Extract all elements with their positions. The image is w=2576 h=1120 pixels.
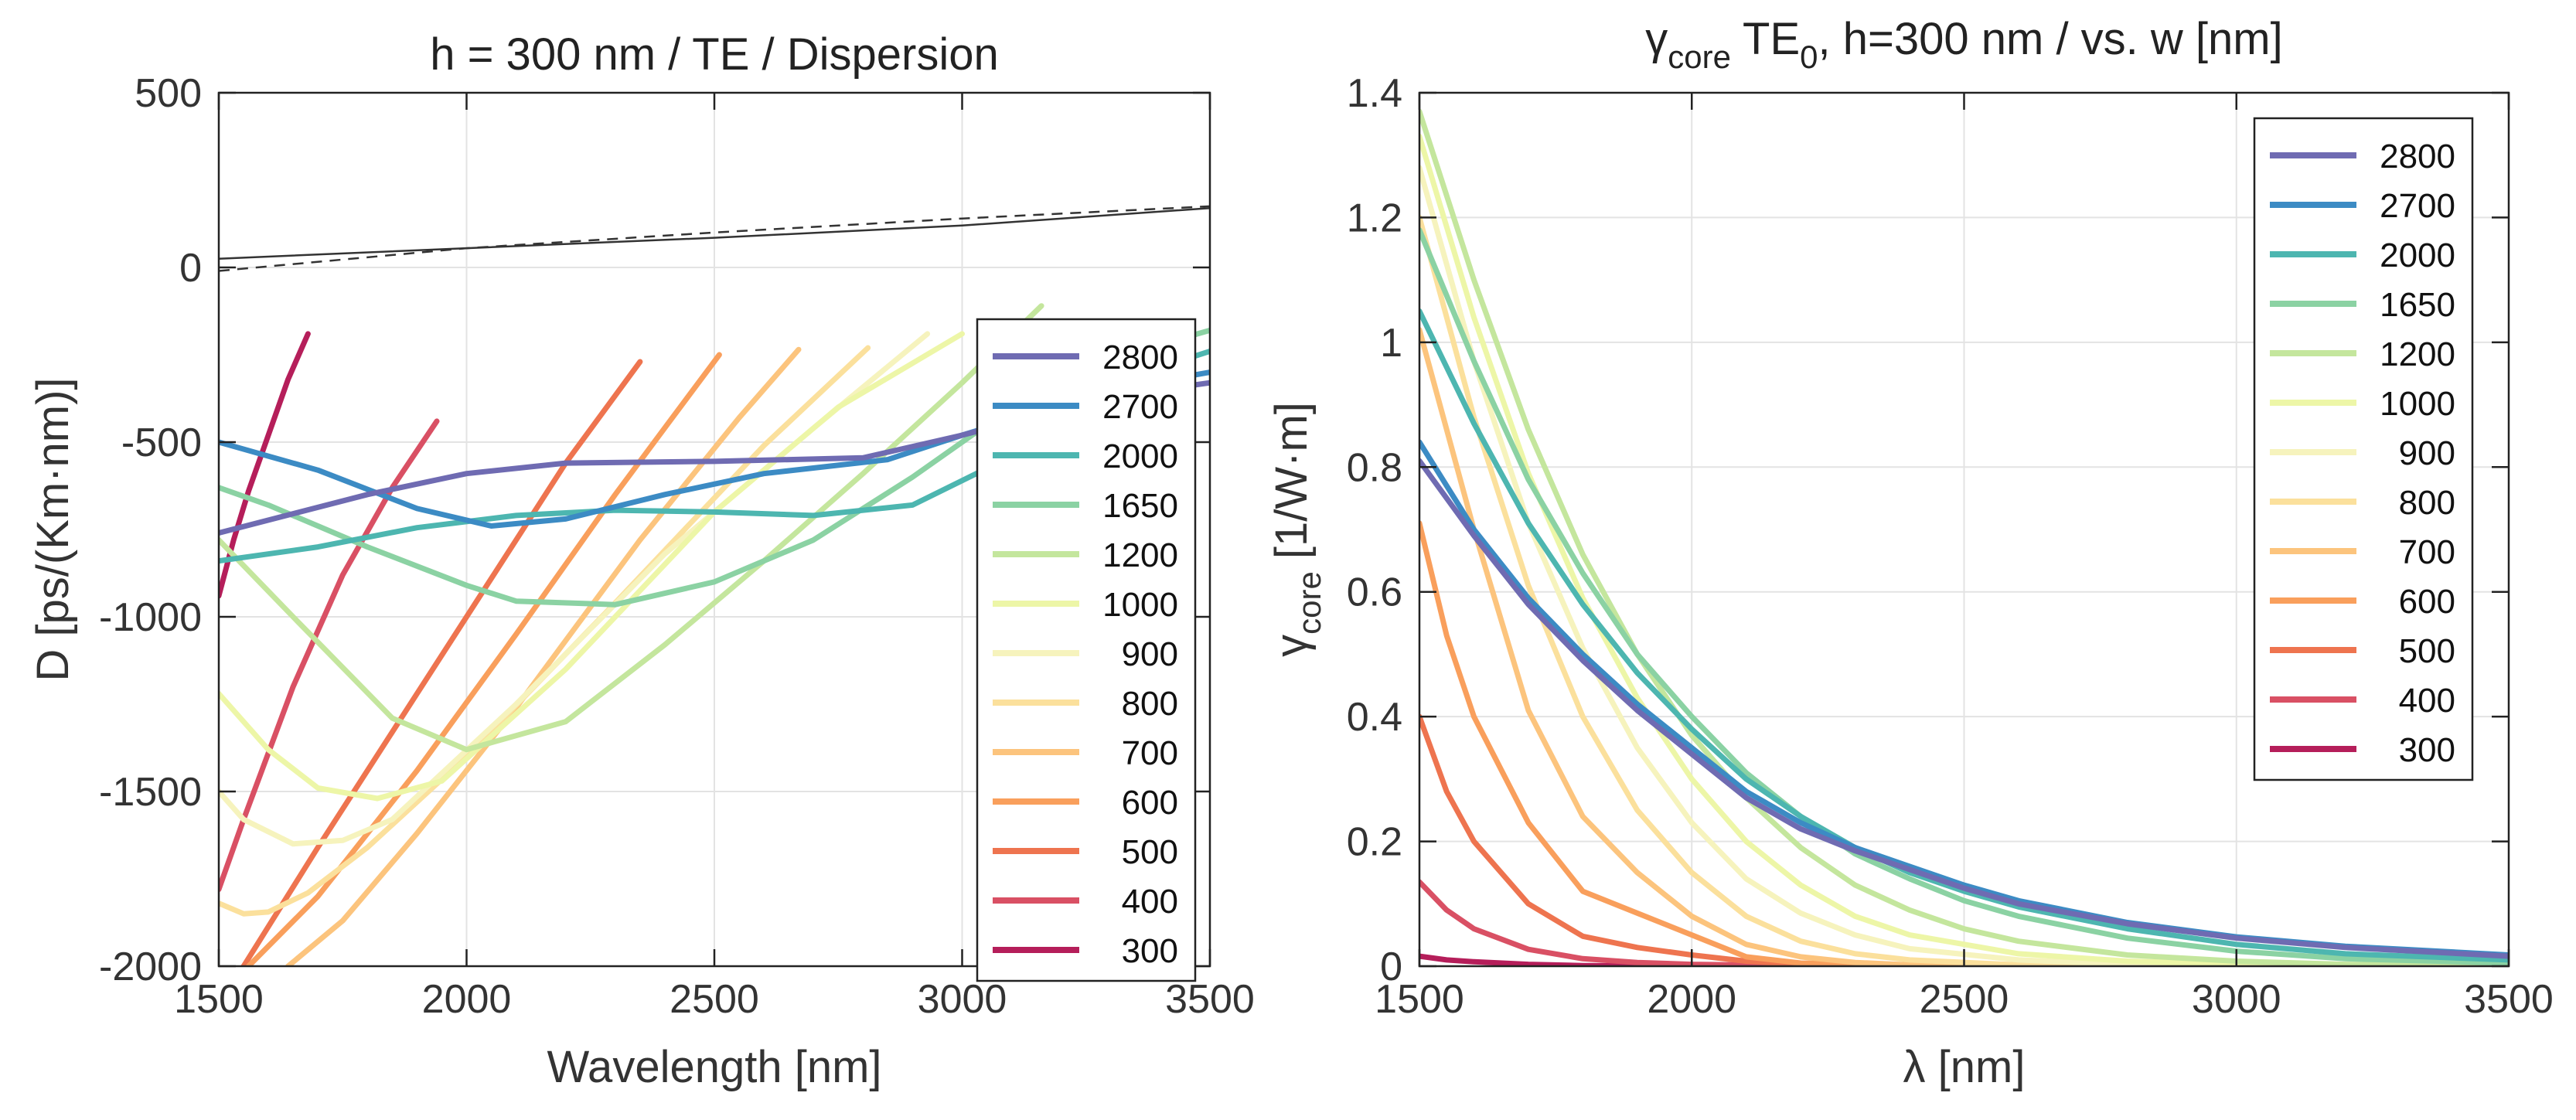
x-tick-label: 2000	[1647, 977, 1736, 1022]
y-axis-label: γcore [1/W·m]	[1266, 402, 1327, 657]
y-tick-label: 0.4	[1347, 695, 1402, 740]
gamma-chart: 1500 2000 2500 3000 35001.41.210.80.60.40.20…	[1266, 14, 2554, 1092]
x-tick-label: 3500	[2464, 977, 2554, 1022]
y-label-part-ylabel_sub: core	[1291, 571, 1327, 635]
dispersion-chart: 1500 2000 2500 3000 3500 500 0 -500 -1000 -1500 -2…	[28, 29, 1255, 1092]
legend: 2800 2700 2000 1650 1200 1000 900 800 700 600 500 4…	[976, 318, 1197, 982]
title-part-title_rest: , h=300 nm / vs. w [nm]	[1818, 14, 2283, 64]
legend-label-1000: 1000	[2380, 385, 2455, 423]
legend-label-2800: 2800	[1102, 339, 1178, 376]
series-line-400	[219, 418, 440, 893]
legend-label-400: 400	[1122, 883, 1178, 921]
title-part-title_sub1: core	[1668, 39, 1731, 75]
legend-label-900: 900	[2399, 434, 2455, 472]
series-line-2000	[1419, 308, 2509, 963]
x-tick-label: 1500	[1375, 977, 1464, 1022]
series-line-1000	[219, 331, 965, 802]
y-tick-label: 1	[1380, 321, 1402, 366]
legend-label-2700: 2700	[1102, 388, 1178, 426]
legend-label-700: 700	[2399, 533, 2455, 571]
y-tick-label: 1.2	[1347, 196, 1402, 240]
x-tick-label: 3000	[918, 977, 1007, 1022]
y-label-part-ylabel_base: γ	[1266, 635, 1317, 657]
x-tick-label: 1500	[174, 977, 264, 1022]
legend-label-400: 400	[2399, 682, 2455, 720]
x-tick-label: 2500	[670, 977, 759, 1022]
chart-title: γcore TE0, h=300 nm / vs. w [nm]	[1645, 14, 2282, 75]
legend-label-600: 600	[1122, 784, 1178, 822]
y-tick-label: -500	[121, 420, 202, 465]
y-tick-label: 500	[135, 71, 202, 116]
y-tick-label: -1500	[99, 770, 202, 815]
legend-label-300: 300	[1122, 932, 1178, 970]
reference-line-solid	[219, 206, 1210, 260]
legend-label-800: 800	[1122, 685, 1178, 723]
legend-label-2700: 2700	[2380, 187, 2455, 225]
x-tick-label: 2000	[422, 977, 512, 1022]
legend-label-2000: 2000	[2380, 237, 2455, 274]
legend-label-600: 600	[2399, 583, 2455, 621]
series-line-600	[246, 352, 722, 966]
y-tick-label: 0	[179, 246, 202, 291]
legend-label-2000: 2000	[1102, 437, 1178, 475]
x-axis-label: Wavelength [nm]	[547, 1042, 881, 1092]
legend: 2800 2700 2000 1650 1200 1000 900 800 700 600 500 4…	[2253, 117, 2474, 781]
y-tick-label: 0.2	[1347, 820, 1402, 865]
y-label-part-ylabel_rest: [1/W·m]	[1266, 402, 1317, 571]
y-tick-label: 0	[1380, 945, 1402, 989]
series-line-900	[219, 331, 931, 847]
series-line-1200	[219, 303, 1044, 753]
legend-label-2800: 2800	[2380, 138, 2455, 175]
y-tick-label: 0.6	[1347, 570, 1402, 615]
legend-label-1200: 1200	[2380, 335, 2455, 373]
legend-label-800: 800	[2399, 484, 2455, 522]
y-tick-label: 0.8	[1347, 445, 1402, 490]
series-line-800	[1419, 214, 2509, 966]
legend-label-900: 900	[1122, 635, 1178, 673]
series-line-1200	[1419, 108, 2509, 966]
x-tick-label: 3000	[2192, 977, 2281, 1022]
title-part-title_sub2: 0	[1800, 39, 1818, 75]
legend-label-500: 500	[1122, 833, 1178, 871]
series-line-400	[1419, 879, 2509, 966]
y-tick-label: -1000	[99, 595, 202, 640]
legend-label-1650: 1650	[2380, 286, 2455, 324]
x-tick-label: 2500	[1920, 977, 2009, 1022]
title-part-title_base: γ	[1645, 14, 1668, 64]
x-axis-label: λ [nm]	[1903, 1042, 2026, 1092]
series-line-2800	[1419, 458, 2509, 959]
legend-label-500: 500	[2399, 632, 2455, 670]
series-line-500	[1419, 713, 2509, 966]
title-part-title_mid: TE	[1731, 14, 1800, 64]
legend-label-1650: 1650	[1102, 487, 1178, 525]
chart-title: h = 300 nm / TE / Dispersion	[430, 29, 999, 80]
y-axis-label: D [ps/(Km·nm)]	[28, 377, 78, 681]
legend-label-1200: 1200	[1102, 536, 1178, 574]
x-tick-label: 3500	[1165, 977, 1255, 1022]
legend-label-300: 300	[2399, 731, 2455, 769]
legend-label-1000: 1000	[1102, 586, 1178, 624]
y-tick-label: -2000	[99, 945, 202, 989]
legend-label-700: 700	[1122, 734, 1178, 772]
series-line-900	[1419, 165, 2509, 966]
y-tick-label: 1.4	[1347, 71, 1402, 116]
series-line-800	[219, 345, 871, 917]
